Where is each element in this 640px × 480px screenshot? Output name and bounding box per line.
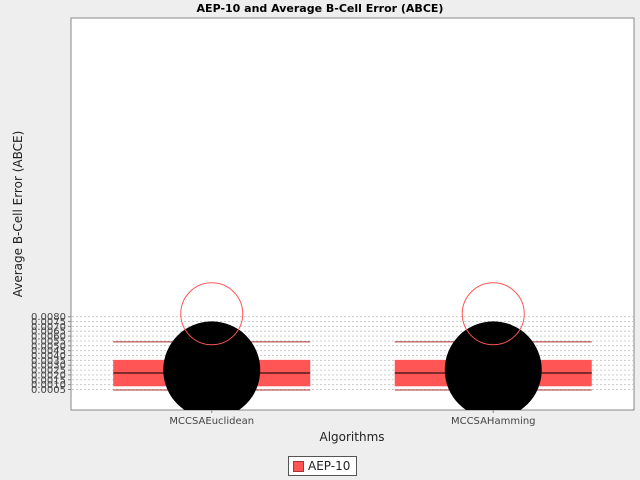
legend: AEP-10 — [288, 456, 358, 476]
legend-label: AEP-10 — [308, 459, 351, 473]
y-tick-label: 0.0050 — [31, 341, 66, 352]
mean-marker — [163, 321, 261, 410]
y-axis-label: Average B-Cell Error (ABCE) — [11, 131, 25, 298]
y-tick-label: 0.0080 — [31, 312, 66, 323]
box-group — [113, 282, 311, 410]
y-tick-label: 0.0025 — [31, 366, 66, 377]
y-tick-label: 0.0070 — [31, 322, 66, 333]
plot-area — [70, 17, 635, 411]
y-axis-ticks: 0.00050.00100.00150.00200.00250.00300.00… — [31, 312, 71, 396]
y-tick-label: 0.0045 — [31, 346, 66, 357]
y-tick-label: 0.0065 — [31, 327, 66, 338]
outlier-marker — [461, 282, 525, 346]
y-tick-label: 0.0035 — [31, 356, 66, 367]
outlier-marker — [180, 282, 244, 346]
y-tick-label: 0.0005 — [31, 385, 66, 396]
y-tick-label: 0.0010 — [31, 380, 66, 391]
x-tick-label: MCCSAHamming — [451, 416, 536, 427]
y-tick-label: 0.0020 — [31, 370, 66, 381]
x-axis-label: Algorithms — [319, 430, 384, 444]
legend-swatch — [293, 460, 304, 472]
y-tick-label: 0.0030 — [31, 361, 66, 372]
x-tick-label: MCCSAEuclidean — [169, 416, 254, 427]
chart-title: AEP-10 and Average B-Cell Error (ABCE) — [197, 2, 444, 15]
boxes — [113, 282, 592, 410]
y-tick-label: 0.0075 — [31, 317, 66, 328]
y-tick-label: 0.0060 — [31, 332, 66, 343]
x-axis-categories: MCCSAEuclidean MCCSAHamming — [169, 410, 536, 427]
y-tick-label: 0.0015 — [31, 375, 66, 386]
mean-marker — [444, 321, 542, 410]
box-group — [394, 282, 592, 410]
y-tick-label: 0.0055 — [31, 336, 66, 347]
y-tick-label: 0.0040 — [31, 351, 66, 362]
